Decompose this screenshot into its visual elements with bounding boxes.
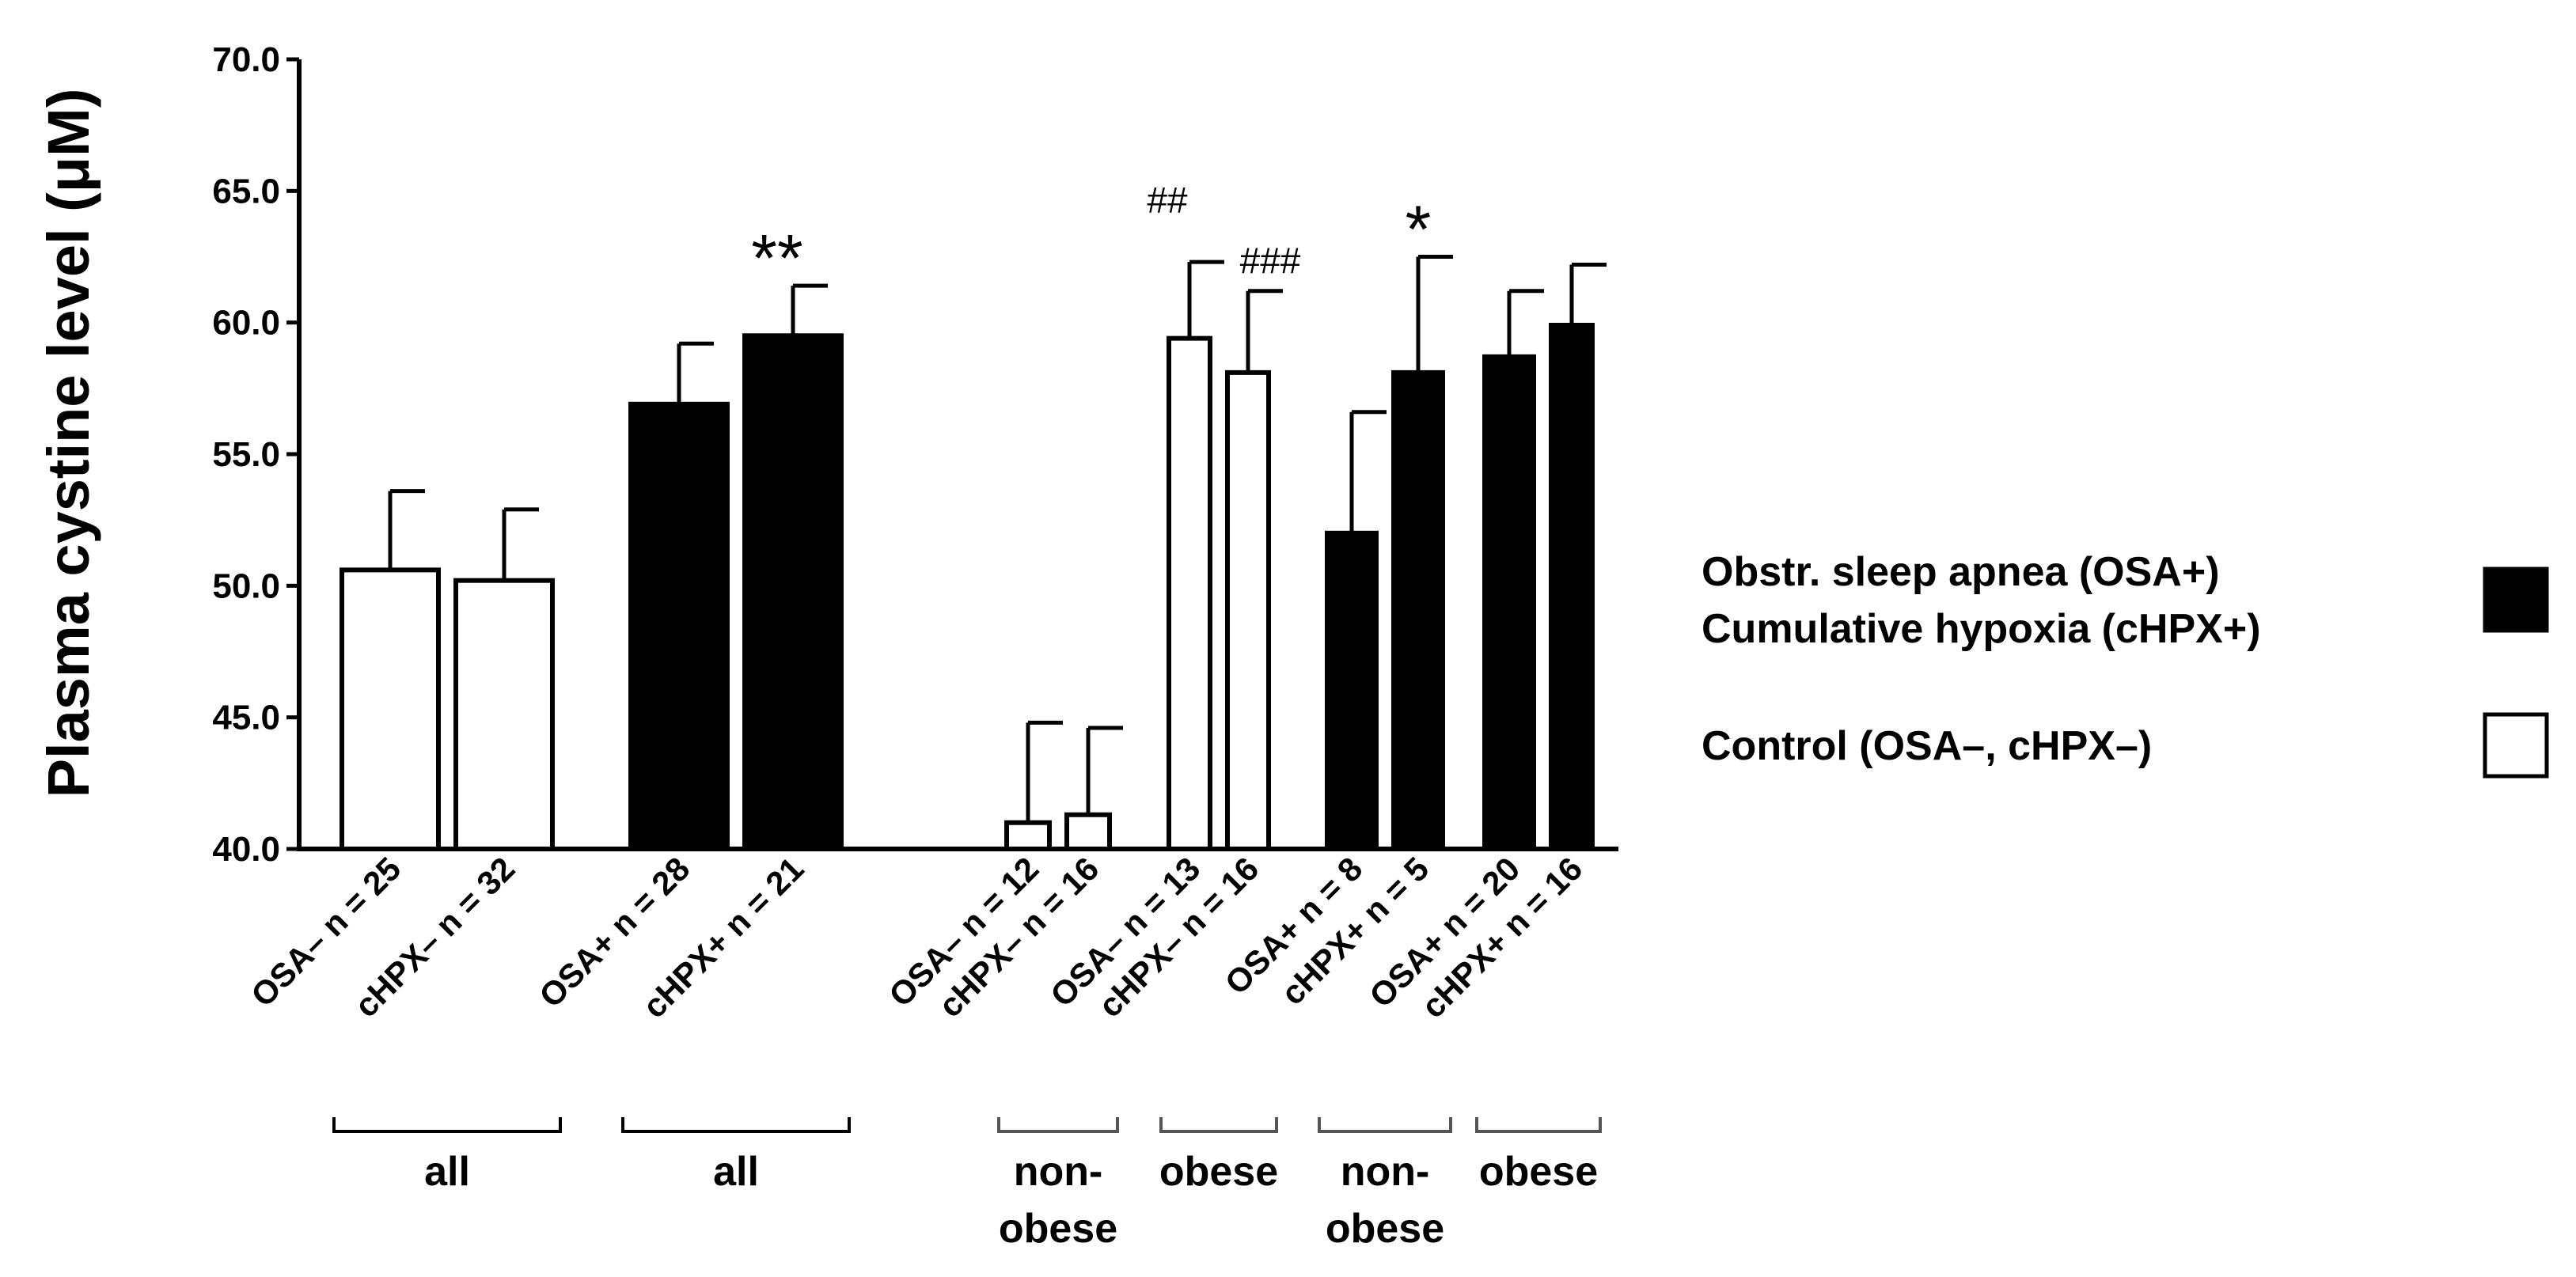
group-bracket [997, 1117, 1119, 1133]
group-label: all [424, 1149, 470, 1195]
y-tick-label: 70.0 [212, 40, 280, 79]
legend-label: Obstr. sleep apnea (OSA+) [1702, 549, 2220, 595]
y-tick-label: 60.0 [212, 304, 280, 343]
group-bracket [1475, 1117, 1602, 1133]
y-tick-label: 40.0 [212, 830, 280, 869]
group-label: obese [1479, 1149, 1598, 1195]
bar [1167, 335, 1212, 852]
bar [628, 401, 730, 851]
bar [340, 567, 441, 852]
bar [1225, 369, 1271, 851]
legend-label: Cumulative hypoxia (cHPX+) [1702, 606, 2261, 652]
significance-mark: * [1406, 192, 1432, 267]
group-brackets: all all non-obese obese non-obese obese [332, 1117, 1602, 1252]
group-bracket [621, 1117, 851, 1133]
group-label: obese [1159, 1149, 1278, 1195]
group-label: non- [1341, 1149, 1430, 1195]
bar [1391, 369, 1445, 851]
bar [453, 578, 555, 851]
significance-mark: ## [1147, 180, 1188, 221]
bars: **##### * [340, 180, 1607, 852]
significance-mark: ### [1240, 241, 1301, 282]
group-label: obese [1326, 1206, 1444, 1252]
group-label: non- [1014, 1149, 1103, 1195]
group-bracket [1159, 1117, 1278, 1133]
y-axis-label: Plasma cystine level (μM) [36, 89, 101, 798]
bar [742, 333, 844, 851]
bar [1064, 812, 1112, 851]
bar [1482, 354, 1536, 851]
bar [1004, 820, 1052, 851]
significance-mark: ** [751, 221, 802, 295]
group-bracket [332, 1117, 562, 1133]
group-label: obese [999, 1206, 1117, 1252]
y-tick-label: 45.0 [212, 699, 280, 737]
legend: Obstr. sleep apnea (OSA+) Cumulative hypo… [1702, 549, 2549, 779]
y-tick-label: 65.0 [212, 172, 280, 210]
bar [1549, 322, 1595, 851]
legend-label: Control (OSA–, cHPX–) [1702, 723, 2152, 769]
y-tick-label: 50.0 [212, 567, 280, 605]
legend-swatch [2483, 567, 2549, 633]
legend-swatch [2483, 712, 2549, 779]
group-label: all [713, 1149, 759, 1195]
group-bracket [1318, 1117, 1452, 1133]
y-tick-label: 55.0 [212, 435, 280, 474]
bar [1325, 530, 1379, 851]
